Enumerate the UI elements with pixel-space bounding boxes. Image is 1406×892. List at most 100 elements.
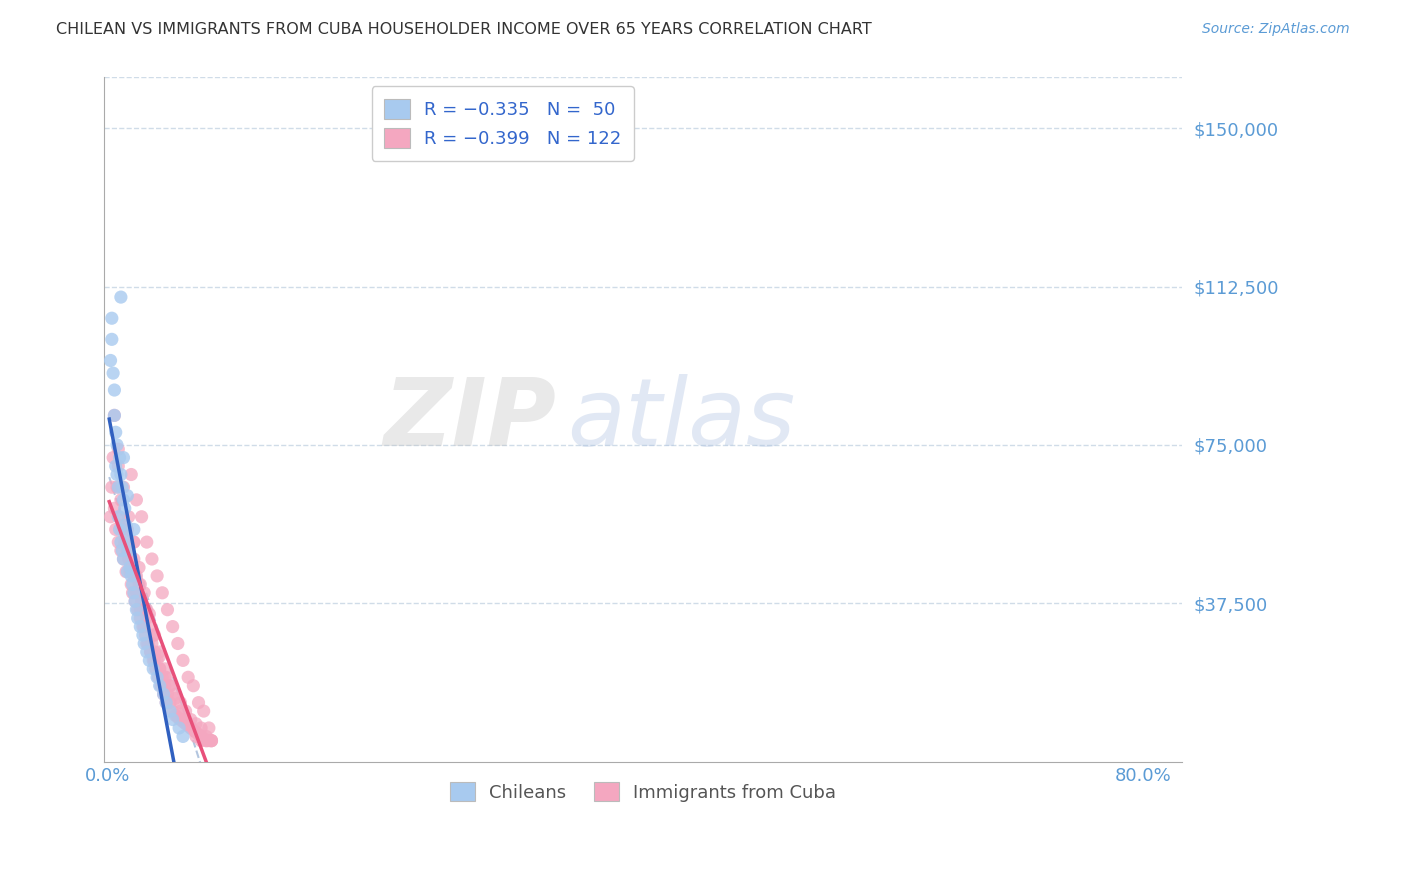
- Point: [103, 409, 125, 423]
- Point: [111, 480, 134, 494]
- Point: [129, 603, 152, 617]
- Point: [131, 594, 153, 608]
- Point: [107, 442, 129, 457]
- Point: [127, 611, 149, 625]
- Point: [107, 535, 129, 549]
- Point: [134, 603, 156, 617]
- Point: [120, 467, 142, 482]
- Point: [122, 523, 145, 537]
- Point: [177, 719, 200, 733]
- Point: [124, 594, 146, 608]
- Point: [156, 687, 179, 701]
- Point: [135, 645, 157, 659]
- Point: [169, 696, 191, 710]
- Point: [104, 459, 127, 474]
- Point: [143, 653, 166, 667]
- Point: [190, 721, 212, 735]
- Point: [180, 721, 202, 735]
- Point: [115, 518, 138, 533]
- Point: [131, 509, 153, 524]
- Point: [112, 552, 135, 566]
- Point: [114, 501, 136, 516]
- Point: [174, 704, 197, 718]
- Point: [121, 577, 143, 591]
- Point: [145, 662, 167, 676]
- Point: [110, 492, 132, 507]
- Point: [138, 619, 160, 633]
- Point: [104, 523, 127, 537]
- Point: [107, 509, 129, 524]
- Point: [136, 636, 159, 650]
- Point: [138, 653, 160, 667]
- Point: [122, 535, 145, 549]
- Point: [159, 679, 181, 693]
- Point: [184, 725, 207, 739]
- Point: [134, 586, 156, 600]
- Point: [167, 721, 190, 735]
- Point: [117, 543, 139, 558]
- Point: [183, 679, 205, 693]
- Point: [142, 653, 165, 667]
- Point: [155, 670, 177, 684]
- Point: [149, 662, 172, 676]
- Point: [193, 704, 215, 718]
- Point: [101, 450, 124, 465]
- Point: [117, 543, 139, 558]
- Text: CHILEAN VS IMMIGRANTS FROM CUBA HOUSEHOLDER INCOME OVER 65 YEARS CORRELATION CHA: CHILEAN VS IMMIGRANTS FROM CUBA HOUSEHOL…: [56, 22, 872, 37]
- Point: [152, 687, 174, 701]
- Point: [166, 636, 188, 650]
- Text: Source: ZipAtlas.com: Source: ZipAtlas.com: [1202, 22, 1350, 37]
- Point: [139, 645, 162, 659]
- Point: [138, 607, 160, 621]
- Point: [134, 628, 156, 642]
- Point: [107, 459, 129, 474]
- Point: [117, 509, 139, 524]
- Point: [146, 670, 169, 684]
- Point: [103, 409, 125, 423]
- Point: [146, 653, 169, 667]
- Point: [195, 730, 218, 744]
- Point: [149, 645, 172, 659]
- Point: [129, 619, 152, 633]
- Point: [190, 730, 212, 744]
- Point: [105, 480, 128, 494]
- Point: [195, 733, 218, 747]
- Point: [149, 662, 172, 676]
- Point: [111, 523, 134, 537]
- Point: [135, 636, 157, 650]
- Point: [155, 696, 177, 710]
- Point: [105, 438, 128, 452]
- Point: [110, 535, 132, 549]
- Point: [187, 727, 209, 741]
- Point: [117, 531, 139, 545]
- Point: [101, 311, 124, 326]
- Point: [100, 509, 122, 524]
- Point: [125, 586, 148, 600]
- Point: [100, 353, 122, 368]
- Point: [150, 679, 173, 693]
- Point: [128, 560, 150, 574]
- Point: [128, 577, 150, 591]
- Text: atlas: atlas: [568, 374, 796, 465]
- Point: [112, 450, 135, 465]
- Point: [162, 704, 184, 718]
- Point: [125, 569, 148, 583]
- Point: [198, 733, 221, 747]
- Point: [117, 543, 139, 558]
- Point: [120, 569, 142, 583]
- Point: [132, 628, 155, 642]
- Point: [165, 687, 187, 701]
- Point: [146, 569, 169, 583]
- Point: [148, 670, 170, 684]
- Point: [111, 543, 134, 558]
- Point: [124, 594, 146, 608]
- Point: [174, 713, 197, 727]
- Point: [198, 721, 221, 735]
- Point: [159, 704, 181, 718]
- Point: [139, 645, 162, 659]
- Point: [180, 721, 202, 735]
- Point: [183, 723, 205, 737]
- Point: [180, 713, 202, 727]
- Point: [149, 649, 172, 664]
- Point: [125, 603, 148, 617]
